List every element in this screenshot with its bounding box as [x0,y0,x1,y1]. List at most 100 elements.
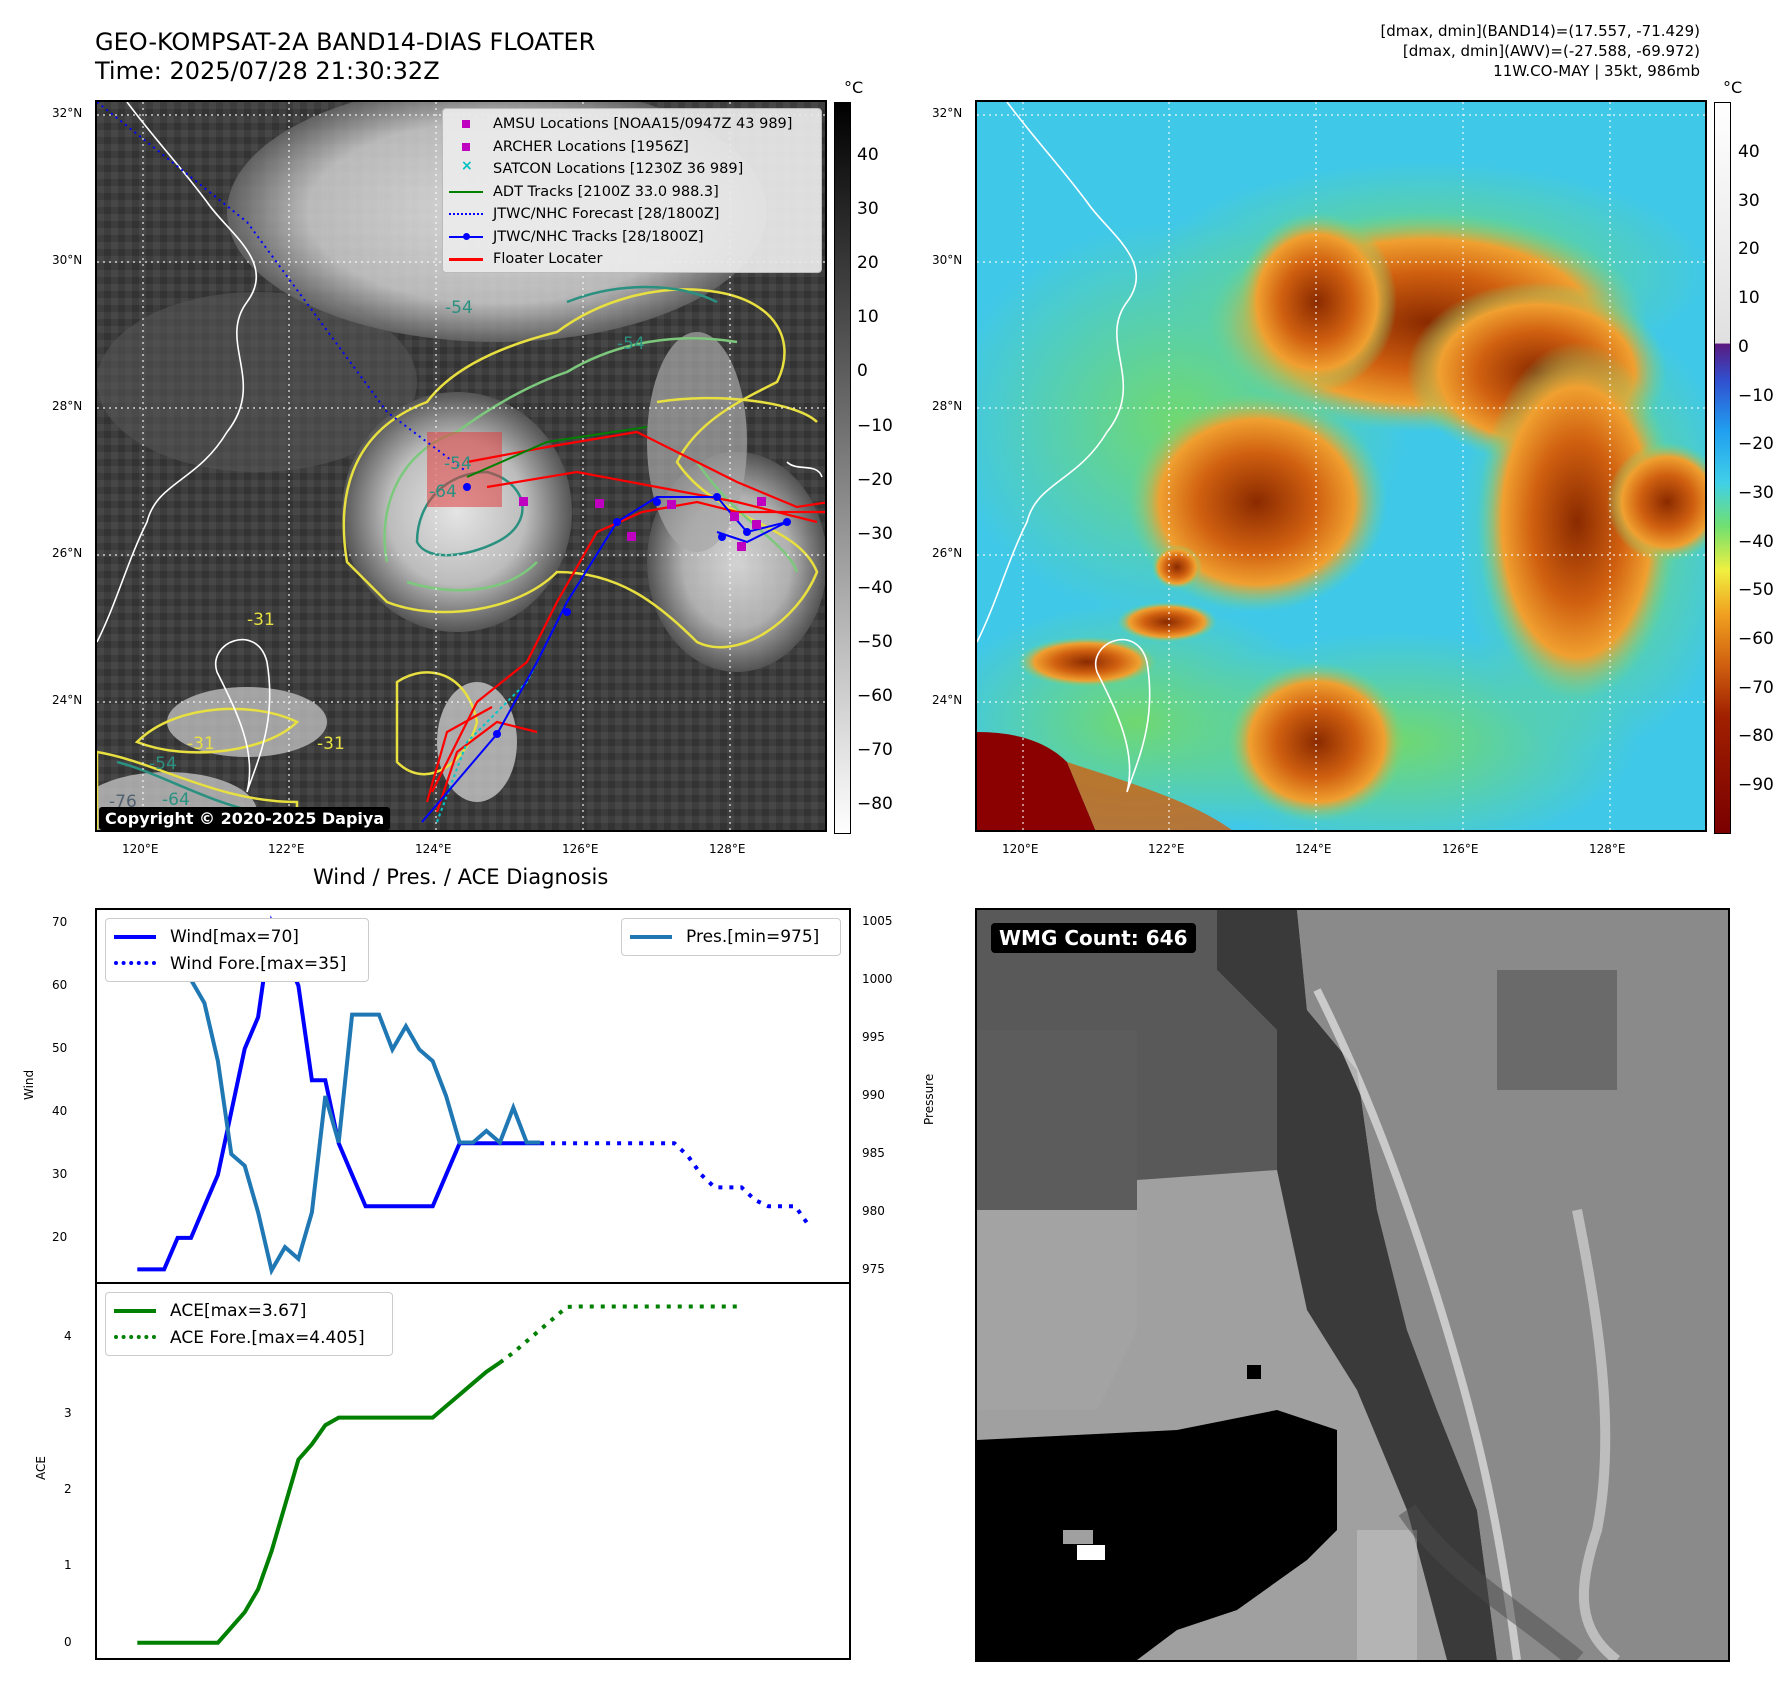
colorbar-tick: −10 [857,415,893,436]
chart-title-line2: Time: 2025/07/28 21:30:32Z [95,57,440,85]
lon-label: 124°E [415,842,452,856]
lon-label: 120°E [1002,842,1039,856]
diagnosis-title: Wind / Pres. / ACE Diagnosis [313,865,609,889]
ace-forecast-series-line [498,1304,742,1365]
colorbar-tick: −40 [857,577,893,598]
colorbar-tick: 30 [857,199,879,220]
wind-tick: 20 [52,1229,68,1244]
wind-legend: Wind[max=70] Wind Fore.[max=35] [105,918,369,982]
lon-label: 122°E [268,842,305,856]
contour-label: -54 [445,298,473,318]
contour-label: -64 [429,482,457,502]
color-map-image [977,102,1705,830]
contour-label: -31 [187,734,215,754]
ace-plot [137,1304,742,1645]
contour-label: -54 [149,754,177,774]
colorbar-tick: 0 [1738,336,1749,357]
lat-label: 28°N [932,399,963,413]
colorbar-tick: −30 [1738,482,1774,503]
wmg-image [977,910,1728,1660]
ir-map-panel: -54 -54 -64 -31 -31 -31 -54 -64 -76 -54 … [95,100,827,832]
ace-tick: 4 [64,1329,72,1344]
colorbar-unit: °C [1723,78,1743,97]
wind-pressure-panel: Wind[max=70] Wind Fore.[max=35] Pres.[mi… [95,908,851,1284]
lat-label: 24°N [52,693,83,707]
colorbar-tick: 20 [857,253,879,274]
colorbar-tick: −90 [1738,775,1774,796]
lat-label: 32°N [932,106,963,120]
lat-label: 24°N [932,693,963,707]
legend-pres: Pres.[min=975] [686,926,820,947]
contour-label: -31 [247,610,275,630]
copyright-badge: Copyright © 2020-2025 Dapiya [99,807,391,830]
legend-wind-fore: Wind Fore.[max=35] [170,953,347,974]
lon-label: 128°E [709,842,746,856]
colorbar-tick: 10 [1738,288,1760,309]
legend-floater: Floater Locater [493,251,603,268]
lon-label: 120°E [122,842,159,856]
info-line3: 11W.CO-MAY | 35kt, 986mb [1493,62,1700,80]
floater-locator-box [427,432,502,507]
wind-tick: 40 [52,1103,68,1118]
colorbar-tick: −50 [857,631,893,652]
wind-pressure-plot [137,915,811,1276]
colorbar-tick: −80 [857,794,893,815]
colorbar-tick: 10 [857,307,879,328]
legend-jtwc-tracks: JTWC/NHC Tracks [28/1800Z] [493,228,704,245]
wind-tick: 50 [52,1040,68,1055]
legend-archer: ARCHER Locations [1956Z] [493,138,689,155]
lon-label: 126°E [562,842,599,856]
legend-amsu: AMSU Locations [NOAA15/0947Z 43 989] [493,116,793,133]
legend-ace: ACE[max=3.67] [170,1300,307,1321]
lon-label: 126°E [1442,842,1479,856]
colorbar-tick: −70 [857,740,893,761]
lat-label: 30°N [52,253,83,267]
wmg-panel: WMG Count: 646 [975,908,1730,1662]
ace-tick: 1 [64,1558,72,1573]
wind-tick: 60 [52,977,68,992]
wind-forecast-series-line [540,1141,811,1227]
ace-series-line [137,1360,502,1645]
colorbar-tick: 30 [1738,190,1760,211]
legend-wind: Wind[max=70] [170,926,299,947]
lon-label: 122°E [1148,842,1185,856]
colorbar-tick: 20 [1738,239,1760,260]
colorbar-tick: −20 [1738,434,1774,455]
lon-label: 124°E [1295,842,1332,856]
lon-label: 128°E [1589,842,1626,856]
ace-tick: 0 [64,1634,72,1649]
pressure-tick: 985 [862,1146,885,1161]
legend-satcon: SATCON Locations [1230Z 36 989] [493,161,744,178]
contour-label: -54 [444,454,472,474]
pressure-tick: 995 [862,1029,885,1044]
map-legend: AMSU Locations [NOAA15/0947Z 43 989] ARC… [442,108,822,273]
colorbar-tick: −80 [1738,726,1774,747]
pressure-tick: 1005 [862,913,893,928]
colorbar-unit: °C [844,78,864,97]
contour-label: -64 [162,790,190,810]
pressure-tick: 1000 [862,971,893,986]
pressure-axis-label: Pressure [922,1073,936,1125]
ace-tick: 3 [64,1405,72,1420]
grayscale-colorbar [834,102,851,834]
colorbar-tick: −50 [1738,580,1774,601]
lat-label: 30°N [932,253,963,267]
pressure-series-line [137,919,541,1276]
info-line2: [dmax, dmin](AWV)=(-27.588, -69.972) [1402,42,1700,60]
colorbar-tick: 40 [857,145,879,165]
pressure-tick: 980 [862,1204,885,1219]
colorbar-tick: −10 [1738,385,1774,406]
wind-tick: 30 [52,1166,68,1181]
legend-jtwc-forecast: JTWC/NHC Forecast [28/1800Z] [493,206,720,223]
ace-panel: ACE[max=3.67] ACE Fore.[max=4.405] [95,1282,851,1660]
colorbar-tick: 40 [1738,142,1760,162]
colorbar-tick: −60 [1738,629,1774,649]
lat-label: 28°N [52,399,83,413]
ace-tick: 2 [64,1482,72,1497]
lat-label: 26°N [52,546,83,560]
chart-title-line1: GEO-KOMPSAT-2A BAND14-DIAS FLOATER [95,28,596,56]
legend-adt: ADT Tracks [2100Z 33.0 988.3] [493,183,719,200]
colorbar-tick: −20 [857,469,893,490]
lat-label: 26°N [932,546,963,560]
wind-axis-label: Wind [22,1069,36,1100]
